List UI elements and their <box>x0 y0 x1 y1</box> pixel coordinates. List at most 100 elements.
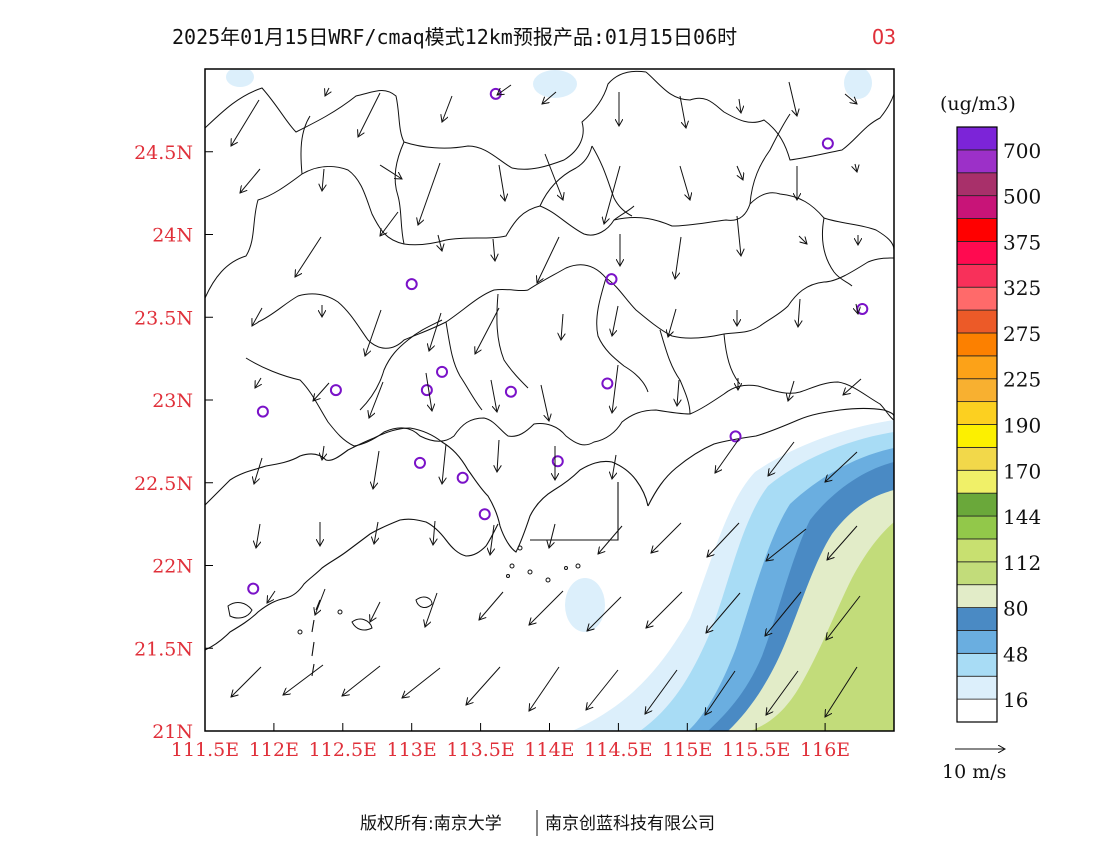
wind-vector <box>240 168 261 193</box>
wind-vector <box>679 95 686 128</box>
wind-vector <box>542 91 557 104</box>
wind-vector <box>736 165 743 180</box>
colorbar-label: 700 <box>1003 139 1041 163</box>
wind-vector <box>612 364 619 413</box>
station-marker <box>504 385 517 398</box>
colorbar-segment <box>956 218 998 242</box>
o3-band-96 <box>750 522 894 731</box>
x-tick-label: 113E <box>387 739 437 761</box>
station-marker <box>729 430 742 443</box>
wind-vector <box>598 525 623 554</box>
x-tick-label: 111.5E <box>171 739 239 761</box>
wind-vector <box>768 441 795 476</box>
wind-vector <box>549 523 556 548</box>
wind-vector <box>826 595 861 640</box>
x-tick-label: 114E <box>524 739 574 761</box>
station-marker <box>601 377 614 390</box>
wind-vector <box>529 666 560 711</box>
wind-vector <box>587 596 622 631</box>
colorbar-label: 48 <box>1003 642 1028 666</box>
wind-vector <box>255 377 261 388</box>
coastline <box>205 407 894 677</box>
wind-vector <box>283 664 324 695</box>
wind-vector <box>646 591 683 628</box>
wind-vector <box>342 665 381 696</box>
o3-patch <box>844 69 872 99</box>
colorbar-label: 144 <box>1003 505 1041 529</box>
colorbar-segment <box>956 378 998 403</box>
o3-patch <box>565 578 605 632</box>
wind-vector <box>645 669 678 714</box>
wind-vector <box>825 666 858 717</box>
x-tick-label: 112.5E <box>309 739 377 761</box>
y-tick-label: 23.5N <box>134 307 193 329</box>
islands <box>227 545 581 635</box>
o3-patch <box>533 70 577 98</box>
monitoring-stations <box>247 87 869 595</box>
colorbar-segment <box>956 652 998 677</box>
colorbar-segment <box>956 195 998 219</box>
wind-vector <box>429 312 442 351</box>
wind-vectors <box>231 81 862 717</box>
colorbar-label: 170 <box>1003 459 1041 483</box>
wind-vector <box>254 457 263 484</box>
colorbar-segment <box>956 355 998 380</box>
wind-vector <box>856 303 858 314</box>
wind-vector <box>231 666 262 697</box>
wind-vector <box>855 163 857 172</box>
colorbar-label: 190 <box>1003 414 1041 438</box>
wind-vector <box>798 298 800 327</box>
colorbar-label: 325 <box>1003 276 1041 300</box>
colorbar-segment <box>956 149 998 174</box>
y-tick-label: 24.5N <box>134 142 193 164</box>
o3-patch <box>226 69 254 87</box>
y-tick-label: 23N <box>152 390 193 412</box>
colorbar-label: 275 <box>1003 322 1041 346</box>
map-title: 2025年01月15日WRF/cmaq模式12km预报产品:01月15日06时 <box>172 25 737 49</box>
wind-vector <box>766 528 807 561</box>
colorbar-segment <box>956 424 998 448</box>
map-plot-area <box>205 69 894 731</box>
x-tick-label: 113.5E <box>446 739 514 761</box>
wind-vector <box>825 451 858 482</box>
wind-vector <box>369 381 384 418</box>
station-marker <box>247 582 260 595</box>
wind-vector <box>490 379 497 412</box>
wind-vector <box>705 670 736 715</box>
wind-vector <box>267 590 276 603</box>
wind-vector <box>540 384 549 421</box>
wind-vector <box>493 238 495 261</box>
station-marker <box>456 471 469 484</box>
y-tick-label: 22.5N <box>134 473 193 495</box>
colorbar-segment <box>956 401 998 425</box>
wind-vector <box>679 165 690 200</box>
wind-vector <box>442 95 453 122</box>
y-tick-label: 24N <box>152 225 193 247</box>
wind-vector <box>612 454 616 479</box>
colorbar-segment <box>956 584 998 608</box>
wind-vector <box>529 590 564 625</box>
colorbar-segment <box>956 607 998 631</box>
wind-vector <box>843 378 862 395</box>
wind-vector <box>498 164 505 201</box>
colorbar: 16 48 80 112 144 170 190 225 275 325 375 500 700 <box>956 126 1041 723</box>
colorbar-segment <box>956 446 998 471</box>
colorbar-segment <box>956 469 998 494</box>
station-marker <box>413 456 426 469</box>
wind-vector <box>315 588 326 615</box>
wind-vector <box>379 164 402 179</box>
colorbar-segment <box>956 332 998 357</box>
colorbar-segment <box>956 309 998 334</box>
wind-vector <box>425 592 438 627</box>
wind-reference-label: 10 m/s <box>942 761 1006 783</box>
x-tick-label: 115E <box>662 739 712 761</box>
wind-vector <box>497 439 499 472</box>
colorbar-segment <box>956 263 998 288</box>
wind-vector <box>466 666 501 705</box>
wind-vector <box>370 601 381 622</box>
wind-vector <box>788 81 797 116</box>
y-axis: 21N 21.5N 22N 22.5N 23N 23.5N 24N 24.5N <box>134 142 213 743</box>
colorbar-segment <box>956 538 998 563</box>
wind-vector <box>677 379 679 406</box>
